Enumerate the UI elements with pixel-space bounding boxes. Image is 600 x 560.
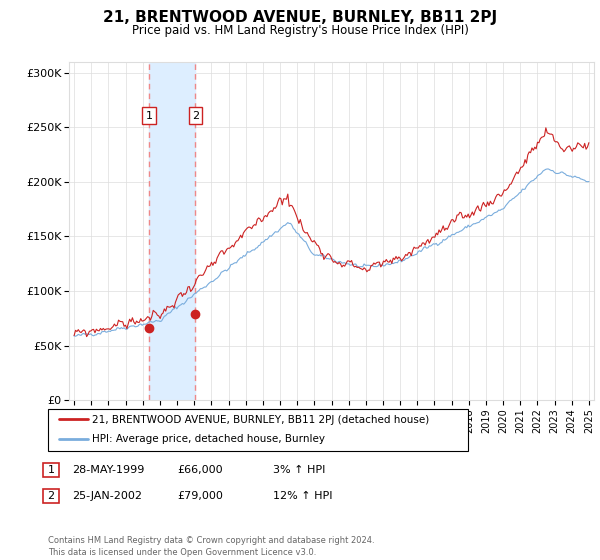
- Text: 25-JAN-2002: 25-JAN-2002: [72, 491, 142, 501]
- Text: 2: 2: [47, 491, 55, 501]
- Text: £79,000: £79,000: [177, 491, 223, 501]
- Text: 3% ↑ HPI: 3% ↑ HPI: [273, 465, 325, 475]
- Text: 1: 1: [146, 111, 153, 121]
- Text: £66,000: £66,000: [177, 465, 223, 475]
- Text: 21, BRENTWOOD AVENUE, BURNLEY, BB11 2PJ: 21, BRENTWOOD AVENUE, BURNLEY, BB11 2PJ: [103, 10, 497, 25]
- Text: 12% ↑ HPI: 12% ↑ HPI: [273, 491, 332, 501]
- Text: Price paid vs. HM Land Registry's House Price Index (HPI): Price paid vs. HM Land Registry's House …: [131, 24, 469, 36]
- Text: HPI: Average price, detached house, Burnley: HPI: Average price, detached house, Burn…: [92, 435, 325, 445]
- Text: 21, BRENTWOOD AVENUE, BURNLEY, BB11 2PJ (detached house): 21, BRENTWOOD AVENUE, BURNLEY, BB11 2PJ …: [92, 415, 430, 424]
- Text: 28-MAY-1999: 28-MAY-1999: [72, 465, 145, 475]
- Text: 1: 1: [47, 465, 55, 475]
- Text: 2: 2: [192, 111, 199, 121]
- Bar: [149, 62, 196, 400]
- Text: Contains HM Land Registry data © Crown copyright and database right 2024.
This d: Contains HM Land Registry data © Crown c…: [48, 536, 374, 557]
